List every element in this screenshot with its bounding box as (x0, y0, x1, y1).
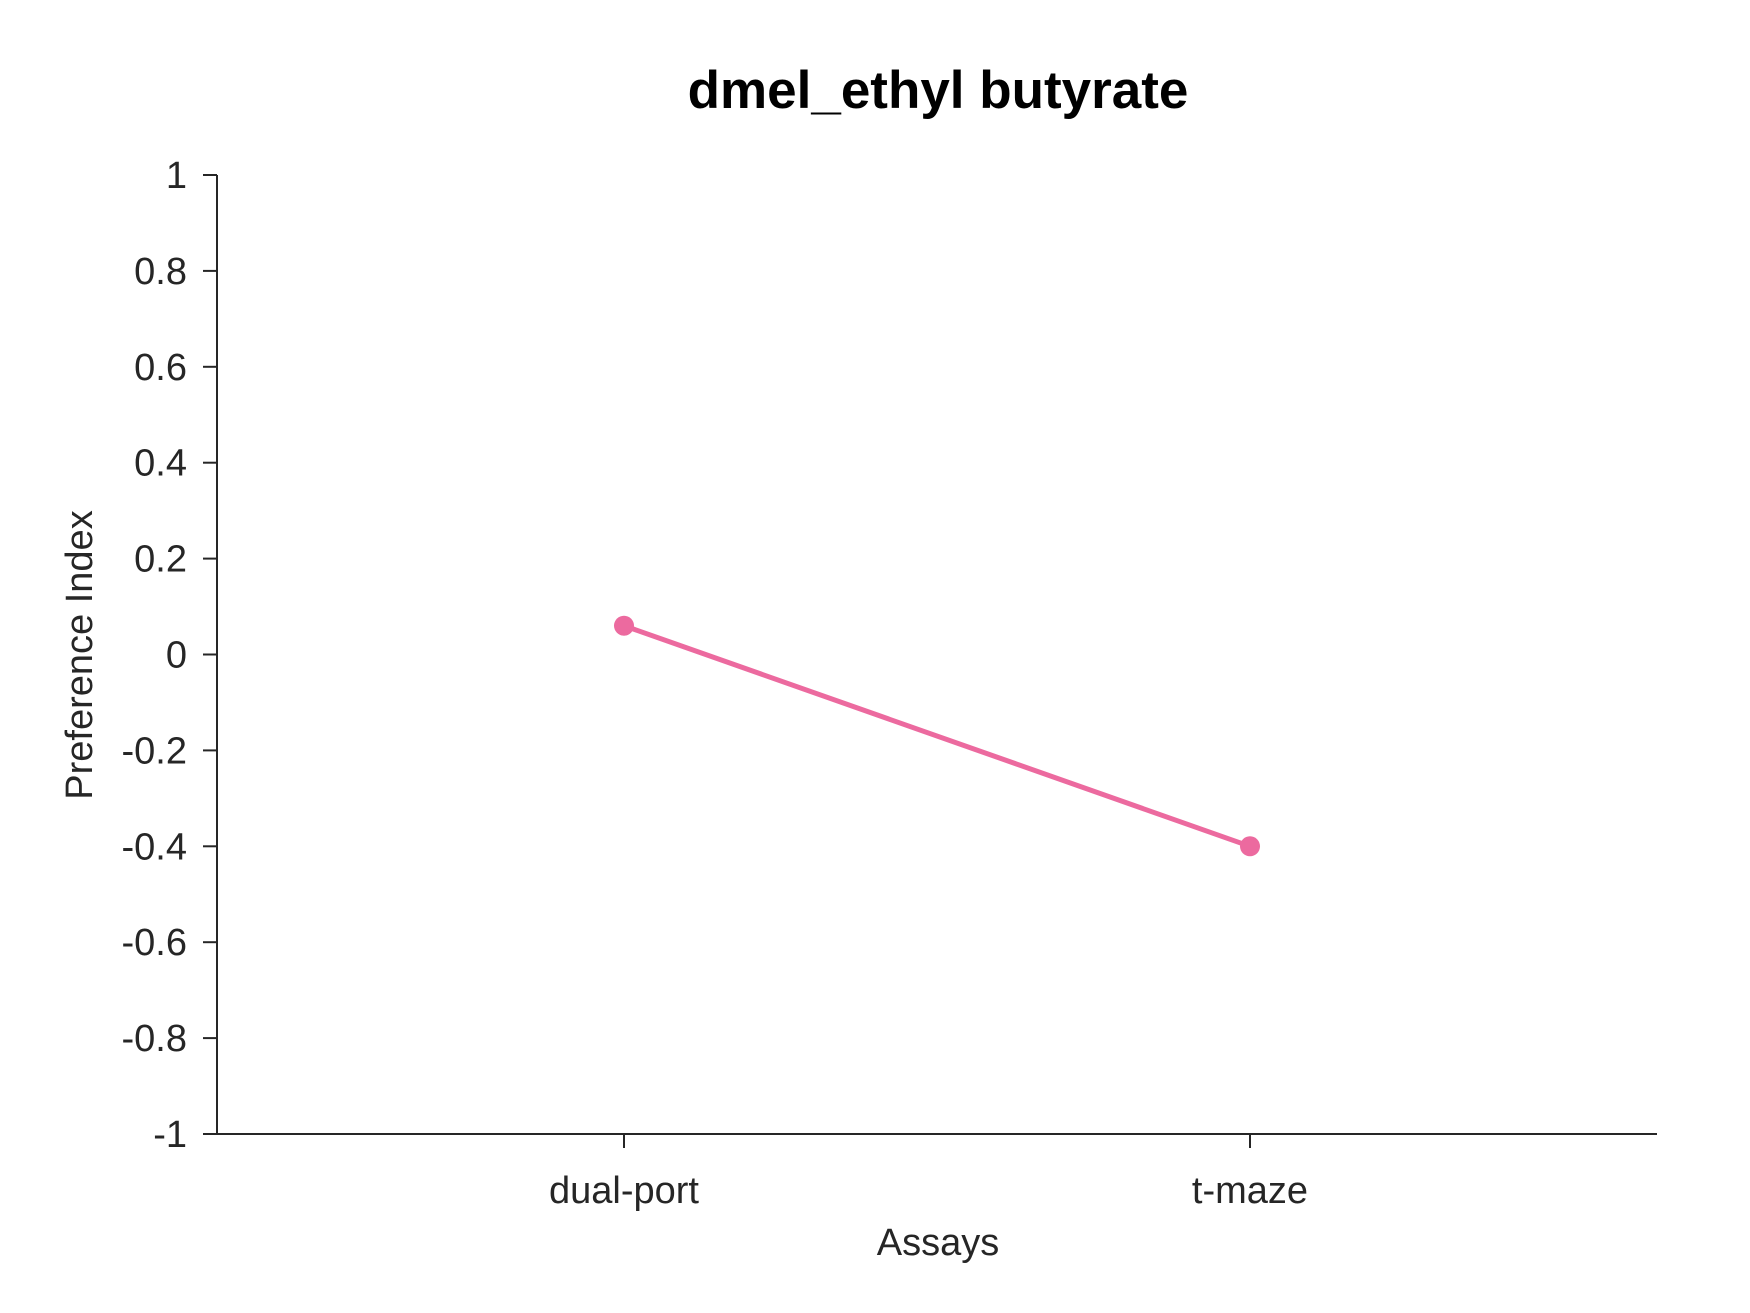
data-point (614, 615, 634, 636)
y-axis: 1 0.8 0.6 0.4 0.2 0 -0.2 -0.4 -0.6 -0.8 -1 (122, 155, 218, 1156)
y-tick-label: -0.6 (122, 922, 187, 964)
x-tick-label: t-maze (1192, 1170, 1308, 1212)
series-line (621, 623, 1253, 849)
y-ticks: 1 0.8 0.6 0.4 0.2 0 -0.2 -0.4 -0.6 -0.8 -1 (122, 155, 217, 1156)
y-tick-label: 0.6 (134, 347, 187, 389)
x-ticks: dual-port t-maze (549, 1134, 1308, 1212)
y-tick-label: 0.2 (134, 539, 187, 581)
chart-title: dmel_ethyl butyrate (688, 61, 1189, 120)
y-tick-label: 1 (166, 155, 187, 197)
y-tick-label: 0.8 (134, 251, 187, 293)
y-tick-label: -0.4 (122, 826, 187, 868)
y-tick-label: 0 (166, 635, 187, 677)
data-point (1240, 836, 1260, 857)
y-tick-label: -0.2 (122, 730, 187, 772)
plot-series (614, 615, 1260, 857)
y-tick-label: -0.8 (122, 1018, 187, 1060)
x-axis: dual-port t-maze (217, 1133, 1657, 1212)
y-tick-label: 0.4 (134, 443, 187, 485)
y-axis-label: Preference Index (59, 510, 101, 799)
y-tick-label: -1 (153, 1114, 187, 1156)
x-tick-label: dual-port (549, 1170, 699, 1212)
x-axis-label: Assays (877, 1222, 999, 1264)
